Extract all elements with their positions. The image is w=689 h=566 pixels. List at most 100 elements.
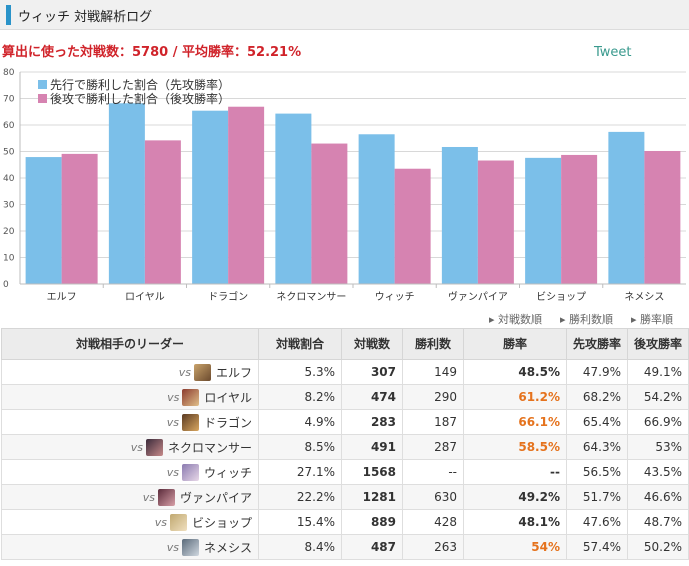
col-header-count: 対戦数 [341,328,403,360]
vs-label: vs [130,440,143,454]
x-category-label: ネメシス [624,291,664,303]
x-category-label: ヴァンパイア [448,290,508,303]
first-winrate-cell: 56.5% [566,459,628,485]
count-cell: 307 [341,359,403,385]
y-tick-label: 80 [3,68,15,78]
y-tick-label: 30 [3,201,15,211]
bar-first-0 [25,157,62,284]
winrate-bar-chart: 0 10 20 30 40 50 60 70 80 エルフ ロイヤル ドラゴン ネクロマンサー ウィッチ ヴ… [3,68,686,303]
vs-label: vs [166,465,179,479]
bar-first-7 [608,131,645,284]
bar-first-5 [441,146,478,284]
legend-swatch-0 [38,80,47,89]
leader-name: ビショップ [191,515,252,530]
vs-label: vs [178,365,191,379]
bar-second-6 [561,154,598,284]
table-row: vs ドラゴン 4.9% 283 187 66.1% 65.4% 66.9% [1,409,689,435]
leader-avatar-icon [182,388,200,406]
leader-avatar-icon [181,413,199,431]
ratio-cell: 15.4% [258,509,342,535]
first-winrate-cell: 65.4% [566,409,628,435]
y-tick-label: 0 [3,280,9,290]
bar-second-0 [61,153,98,284]
wins-cell: 149 [402,359,464,385]
tweet-button[interactable]: Tweet [594,45,632,60]
x-category-label: エルフ [47,292,77,303]
leader-avatar-icon [181,538,199,556]
leader-avatar-icon [145,438,163,456]
x-category-label: ビショップ [536,291,586,303]
second-winrate-cell: 46.6% [627,484,689,510]
table-row: vs エルフ 5.3% 307 149 48.5% 47.9% 49.1% [1,359,689,385]
wins-cell: 630 [402,484,464,510]
leader-cell: vs エルフ [1,359,259,385]
first-winrate-cell: 51.7% [566,484,628,510]
wins-cell: 428 [402,509,464,535]
second-winrate-cell: 49.1% [627,359,689,385]
table-row: vs ウィッチ 27.1% 1568 -- -- 56.5% 43.5% [1,459,689,485]
count-cell: 474 [341,384,403,410]
sort-by-wins-link[interactable]: ▸ 勝利数順 [560,313,614,326]
ratio-cell: 4.9% [258,409,342,435]
leader-cell: vs ネメシス [1,534,259,560]
ratio-cell: 5.3% [258,359,342,385]
wins-cell: -- [402,459,464,485]
vs-label: vs [142,490,155,504]
y-tick-label: 10 [3,254,15,264]
page-header: ウィッチ 対戦解析ログ [0,0,689,30]
x-category-label: ウィッチ [375,291,415,303]
first-winrate-cell: 47.9% [566,359,628,385]
first-winrate-cell: 68.2% [566,384,628,410]
y-tick-label: 60 [3,121,15,131]
count-cell: 487 [341,534,403,560]
vs-label: vs [154,515,167,529]
winrate-cell: 48.1% [463,509,567,535]
legend-swatch-1 [38,94,47,103]
leader-cell: vs ネクロマンサー [1,434,259,460]
sort-by-winrate-link[interactable]: ▸ 勝率順 [631,313,674,326]
leader-cell: vs ドラゴン [1,409,259,435]
first-winrate-cell: 57.4% [566,534,628,560]
col-header-leader: 対戦相手のリーダー [1,328,259,360]
y-tick-label: 50 [3,148,15,158]
bar-second-4 [394,168,431,284]
x-category-label: ドラゴン [208,290,248,303]
ratio-cell: 27.1% [258,459,342,485]
winrate-cell: 66.1% [463,409,567,435]
leader-cell: vs ウィッチ [1,459,259,485]
y-tick-label: 70 [3,95,15,105]
bar-second-5 [477,160,514,284]
winrate-cell: 58.5% [463,434,567,460]
second-winrate-cell: 48.7% [627,509,689,535]
x-category-label: ネクロマンサー [276,291,346,303]
header-accent-bar [6,5,11,25]
leader-name: ヴァンパイア [179,490,252,505]
ratio-cell: 22.2% [258,484,342,510]
matchup-table: 対戦相手のリーダー 対戦割合 対戦数 勝利数 勝率 先攻勝率 後攻勝率 vs エル… [1,328,689,560]
page-title: ウィッチ 対戦解析ログ [18,10,153,25]
bar-second-2 [228,106,265,284]
sort-by-count-link[interactable]: ▸ 対戦数順 [489,313,543,326]
bar-second-1 [144,140,181,284]
legend-label-0: 先行で勝利した割合（先攻勝率） [50,77,230,92]
wins-cell: 287 [402,434,464,460]
bar-first-2 [192,110,229,284]
winrate-cell: 54% [463,534,567,560]
col-header-first-winrate: 先攻勝率 [566,328,628,360]
bar-first-3 [275,113,312,284]
bar-second-7 [644,150,681,284]
y-tick-label: 20 [3,227,15,237]
bar-second-3 [311,143,348,284]
second-winrate-cell: 43.5% [627,459,689,485]
second-winrate-cell: 66.9% [627,409,689,435]
count-cell: 1281 [341,484,403,510]
x-category-label: ロイヤル [125,292,165,303]
table-row: vs ロイヤル 8.2% 474 290 61.2% 68.2% 54.2% [1,384,689,410]
wins-cell: 263 [402,534,464,560]
count-cell: 491 [341,434,403,460]
leader-avatar-icon [169,513,187,531]
winrate-cell: 48.5% [463,359,567,385]
col-header-wins: 勝利数 [402,328,464,360]
leader-name: ネメシス [203,540,252,555]
legend-label-1: 後攻で勝利した割合（後攻勝率） [50,91,230,106]
